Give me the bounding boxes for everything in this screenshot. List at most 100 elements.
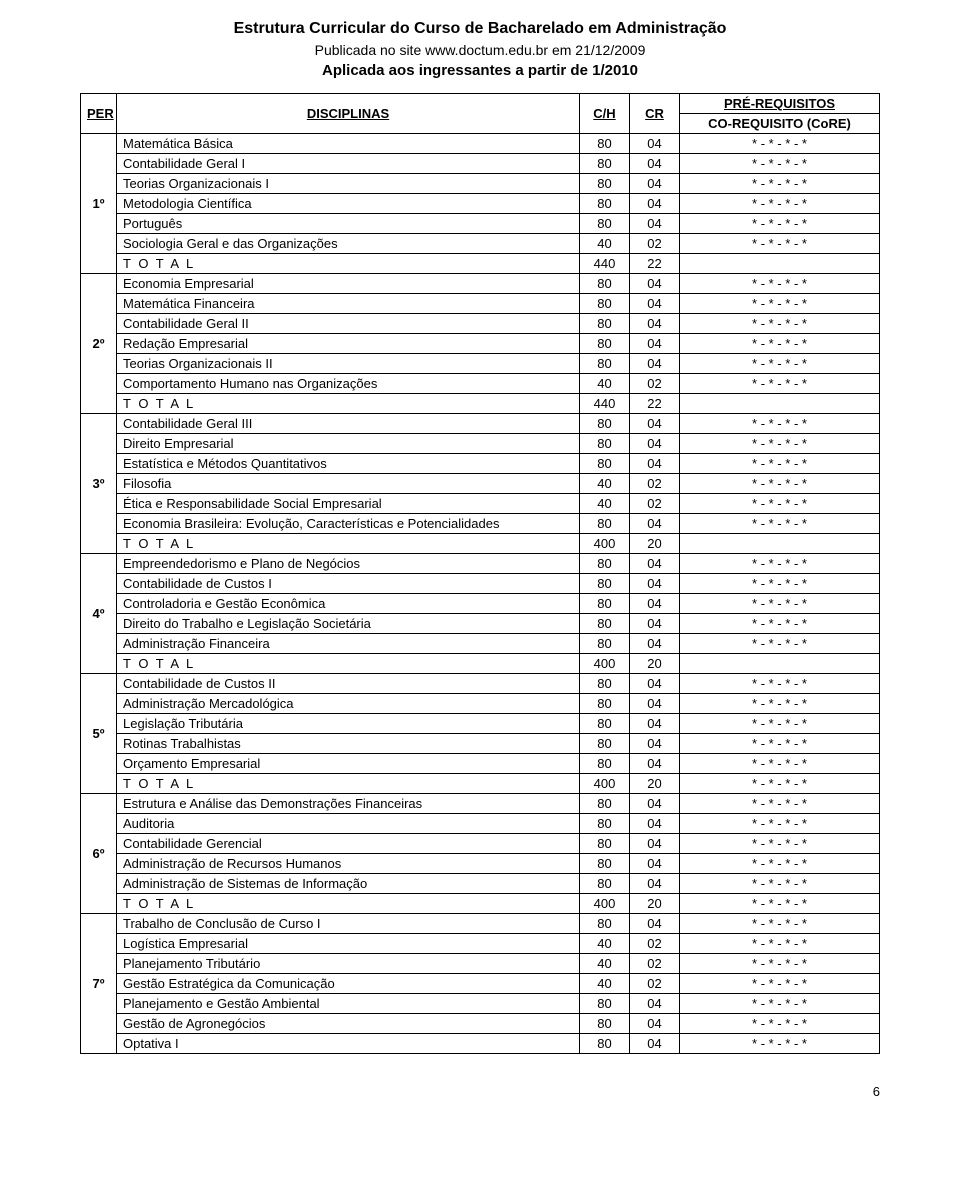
discipline-cell: Contabilidade de Custos I	[117, 574, 580, 594]
table-row: Administração Financeira8004* - * - * - …	[81, 634, 880, 654]
ch-cell: 40	[580, 234, 630, 254]
ch-cell: 80	[580, 154, 630, 174]
table-row: Controladoria e Gestão Econômica8004* - …	[81, 594, 880, 614]
discipline-cell: Matemática Financeira	[117, 294, 580, 314]
total-ch: 440	[580, 254, 630, 274]
discipline-cell: Contabilidade Gerencial	[117, 834, 580, 854]
cr-cell: 04	[630, 674, 680, 694]
discipline-cell: Administração de Recursos Humanos	[117, 854, 580, 874]
cr-cell: 04	[630, 574, 680, 594]
prereq-cell: * - * - * - *	[680, 914, 880, 934]
table-row: Filosofia4002* - * - * - *	[81, 474, 880, 494]
th-ch: C/H	[580, 94, 630, 134]
ch-cell: 80	[580, 914, 630, 934]
discipline-cell: Administração Mercadológica	[117, 694, 580, 714]
ch-cell: 80	[580, 854, 630, 874]
cr-cell: 04	[630, 514, 680, 534]
prereq-cell: * - * - * - *	[680, 934, 880, 954]
total-ch: 400	[580, 894, 630, 914]
table-row: Optativa I8004* - * - * - *	[81, 1034, 880, 1054]
cr-cell: 04	[630, 694, 680, 714]
cr-cell: 04	[630, 614, 680, 634]
ch-cell: 80	[580, 634, 630, 654]
table-row: Planejamento Tributário4002* - * - * - *	[81, 954, 880, 974]
period-cell: 2º	[81, 274, 117, 414]
discipline-cell: Português	[117, 214, 580, 234]
prereq-cell: * - * - * - *	[680, 554, 880, 574]
page-number: 6	[80, 1084, 880, 1099]
prereq-cell: * - * - * - *	[680, 1014, 880, 1034]
period-cell: 5º	[81, 674, 117, 794]
ch-cell: 40	[580, 374, 630, 394]
ch-cell: 80	[580, 294, 630, 314]
cr-cell: 04	[630, 814, 680, 834]
discipline-cell: Teorias Organizacionais II	[117, 354, 580, 374]
table-row: Redação Empresarial8004* - * - * - *	[81, 334, 880, 354]
cr-cell: 04	[630, 334, 680, 354]
table-row: 7ºTrabalho de Conclusão de Curso I8004* …	[81, 914, 880, 934]
prereq-cell: * - * - * - *	[680, 834, 880, 854]
discipline-cell: Direito do Trabalho e Legislação Societá…	[117, 614, 580, 634]
discipline-cell: Teorias Organizacionais I	[117, 174, 580, 194]
cr-cell: 04	[630, 1014, 680, 1034]
table-row: Sociologia Geral e das Organizações4002*…	[81, 234, 880, 254]
total-ch: 400	[580, 534, 630, 554]
prereq-cell: * - * - * - *	[680, 634, 880, 654]
prereq-cell: * - * - * - *	[680, 714, 880, 734]
table-row: Logística Empresarial4002* - * - * - *	[81, 934, 880, 954]
prereq-cell: * - * - * - *	[680, 814, 880, 834]
table-row: 1ºMatemática Básica8004* - * - * - *	[81, 134, 880, 154]
page-title: Estrutura Curricular do Curso de Bachare…	[80, 20, 880, 38]
ch-cell: 80	[580, 134, 630, 154]
table-row: Administração de Recursos Humanos8004* -…	[81, 854, 880, 874]
cr-cell: 04	[630, 754, 680, 774]
th-req-sub: CO-REQUISITO (CoRE)	[680, 114, 880, 134]
ch-cell: 80	[580, 734, 630, 754]
period-cell: 6º	[81, 794, 117, 914]
ch-cell: 80	[580, 574, 630, 594]
total-req	[680, 534, 880, 554]
discipline-cell: Planejamento Tributário	[117, 954, 580, 974]
cr-cell: 02	[630, 954, 680, 974]
ch-cell: 80	[580, 214, 630, 234]
page-container: Estrutura Curricular do Curso de Bachare…	[40, 0, 920, 1139]
discipline-cell: Estrutura e Análise das Demonstrações Fi…	[117, 794, 580, 814]
ch-cell: 80	[580, 694, 630, 714]
prereq-cell: * - * - * - *	[680, 854, 880, 874]
ch-cell: 80	[580, 834, 630, 854]
discipline-cell: Gestão Estratégica da Comunicação	[117, 974, 580, 994]
cr-cell: 02	[630, 934, 680, 954]
table-row: Direito do Trabalho e Legislação Societá…	[81, 614, 880, 634]
prereq-cell: * - * - * - *	[680, 154, 880, 174]
table-row: Gestão Estratégica da Comunicação4002* -…	[81, 974, 880, 994]
total-cr: 22	[630, 254, 680, 274]
total-cr: 20	[630, 654, 680, 674]
discipline-cell: Orçamento Empresarial	[117, 754, 580, 774]
ch-cell: 40	[580, 934, 630, 954]
discipline-cell: Contabilidade de Custos II	[117, 674, 580, 694]
cr-cell: 02	[630, 974, 680, 994]
cr-cell: 04	[630, 854, 680, 874]
cr-cell: 04	[630, 154, 680, 174]
total-cr: 20	[630, 894, 680, 914]
discipline-cell: Logística Empresarial	[117, 934, 580, 954]
curriculum-tbody: 1ºMatemática Básica8004* - * - * - * Cont…	[81, 134, 880, 1054]
cr-cell: 04	[630, 134, 680, 154]
table-row: 4ºEmpreendedorismo e Plano de Negócios80…	[81, 554, 880, 574]
ch-cell: 80	[580, 514, 630, 534]
table-row: Metodologia Científica8004* - * - * - *	[81, 194, 880, 214]
total-row: T O T A L40020	[81, 654, 880, 674]
cr-cell: 02	[630, 234, 680, 254]
total-req	[680, 394, 880, 414]
table-row: Teorias Organizacionais I8004* - * - * -…	[81, 174, 880, 194]
total-label: T O T A L	[117, 534, 580, 554]
discipline-cell: Matemática Básica	[117, 134, 580, 154]
table-row: Economia Brasileira: Evolução, Caracterí…	[81, 514, 880, 534]
table-row: Planejamento e Gestão Ambiental8004* - *…	[81, 994, 880, 1014]
cr-cell: 04	[630, 274, 680, 294]
table-row: 6ºEstrutura e Análise das Demonstrações …	[81, 794, 880, 814]
cr-cell: 04	[630, 834, 680, 854]
prereq-cell: * - * - * - *	[680, 1034, 880, 1054]
th-disc: DISCIPLINAS	[117, 94, 580, 134]
total-row: T O T A L44022	[81, 254, 880, 274]
